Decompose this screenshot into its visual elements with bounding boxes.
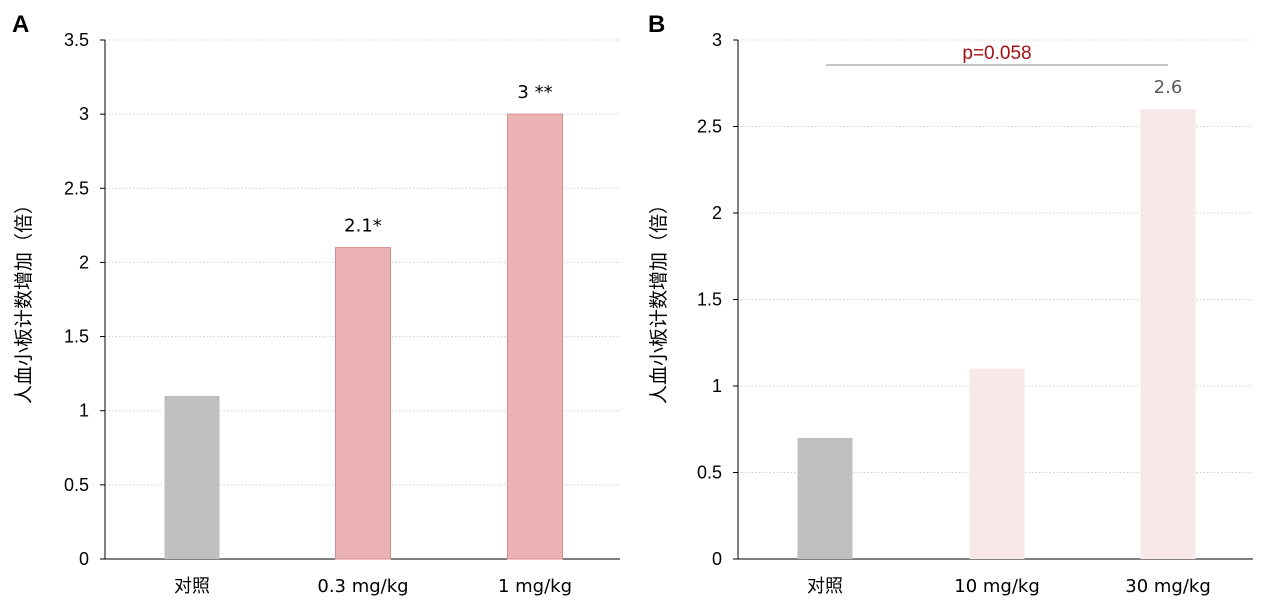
chart1-data-label: 3 ** <box>517 82 552 103</box>
chart2-bar <box>797 437 853 559</box>
chart2-y-tick-label: 2.5 <box>697 117 722 137</box>
chart2-bar <box>969 368 1025 559</box>
chart2-p-value-label: p=0.058 <box>962 43 1031 64</box>
chart2-category-label: 对照 <box>807 576 843 597</box>
chart1-data-label: 2.1* <box>344 216 382 237</box>
chart1-category-label: 0.3 mg/kg <box>317 576 408 597</box>
chart1-y-tick-label: 0 <box>79 549 89 569</box>
chart1-y-tick-label: 3.5 <box>64 30 89 50</box>
chart2-y-tick-label: 0 <box>712 549 722 569</box>
chart1-panel-label: A <box>12 11 29 38</box>
chart1-y-tick-label: 3 <box>79 104 89 124</box>
chart2-y-tick-label: 3 <box>712 30 722 50</box>
chart2-y-tick-label: 0.5 <box>697 463 722 483</box>
chart1-bar <box>164 395 220 559</box>
chart1-y-tick-label: 2 <box>79 252 89 272</box>
chart2-panel-label: B <box>648 11 665 38</box>
chart1-y-tick-label: 1.5 <box>64 327 89 347</box>
chart1-bar <box>507 113 563 560</box>
chart1-y-tick-label: 0.5 <box>64 475 89 495</box>
chart2-y-tick-label: 1 <box>712 376 722 396</box>
chart2-category-label: 10 mg/kg <box>954 576 1040 597</box>
chart2-data-label: 2.6 <box>1154 77 1183 98</box>
chart2-y-tick-label: 2 <box>712 203 722 223</box>
chart2-y-axis-label: 人血小板计数增加（倍） <box>648 195 670 404</box>
chart1-bar <box>335 247 391 560</box>
chart1-y-tick-label: 1 <box>79 401 89 421</box>
chart2-y-tick-label: 1.5 <box>697 290 722 310</box>
chart2-category-label: 30 mg/kg <box>1125 576 1211 597</box>
chart1-category-label: 对照 <box>174 576 210 597</box>
chart2-bar <box>1140 109 1196 559</box>
chart1-y-tick-label: 2.5 <box>64 178 89 198</box>
chart1-y-axis-label: 人血小板计数增加（倍） <box>13 195 35 404</box>
chart1-category-label: 1 mg/kg <box>498 576 572 597</box>
